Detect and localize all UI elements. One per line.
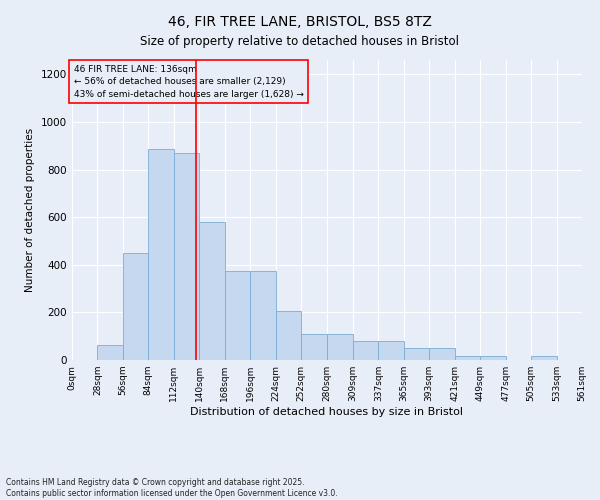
Bar bbox=[275, 311, 301, 360]
Bar bbox=[250, 270, 275, 360]
Bar bbox=[174, 153, 199, 360]
Bar bbox=[531, 356, 557, 360]
Bar bbox=[404, 348, 429, 360]
Bar bbox=[455, 356, 480, 360]
Y-axis label: Number of detached properties: Number of detached properties bbox=[25, 128, 35, 292]
Bar bbox=[148, 150, 174, 360]
Bar bbox=[97, 344, 123, 360]
Bar bbox=[225, 270, 250, 360]
Bar bbox=[301, 334, 326, 360]
Text: Size of property relative to detached houses in Bristol: Size of property relative to detached ho… bbox=[140, 35, 460, 48]
Bar bbox=[353, 341, 379, 360]
Bar bbox=[326, 334, 353, 360]
Bar bbox=[480, 356, 506, 360]
Text: Contains HM Land Registry data © Crown copyright and database right 2025.
Contai: Contains HM Land Registry data © Crown c… bbox=[6, 478, 338, 498]
Text: 46, FIR TREE LANE, BRISTOL, BS5 8TZ: 46, FIR TREE LANE, BRISTOL, BS5 8TZ bbox=[168, 15, 432, 29]
X-axis label: Distribution of detached houses by size in Bristol: Distribution of detached houses by size … bbox=[191, 407, 464, 417]
Bar bbox=[123, 253, 148, 360]
Bar bbox=[379, 341, 404, 360]
Bar bbox=[199, 222, 225, 360]
Text: 46 FIR TREE LANE: 136sqm
← 56% of detached houses are smaller (2,129)
43% of sem: 46 FIR TREE LANE: 136sqm ← 56% of detach… bbox=[74, 65, 304, 99]
Bar bbox=[429, 348, 455, 360]
